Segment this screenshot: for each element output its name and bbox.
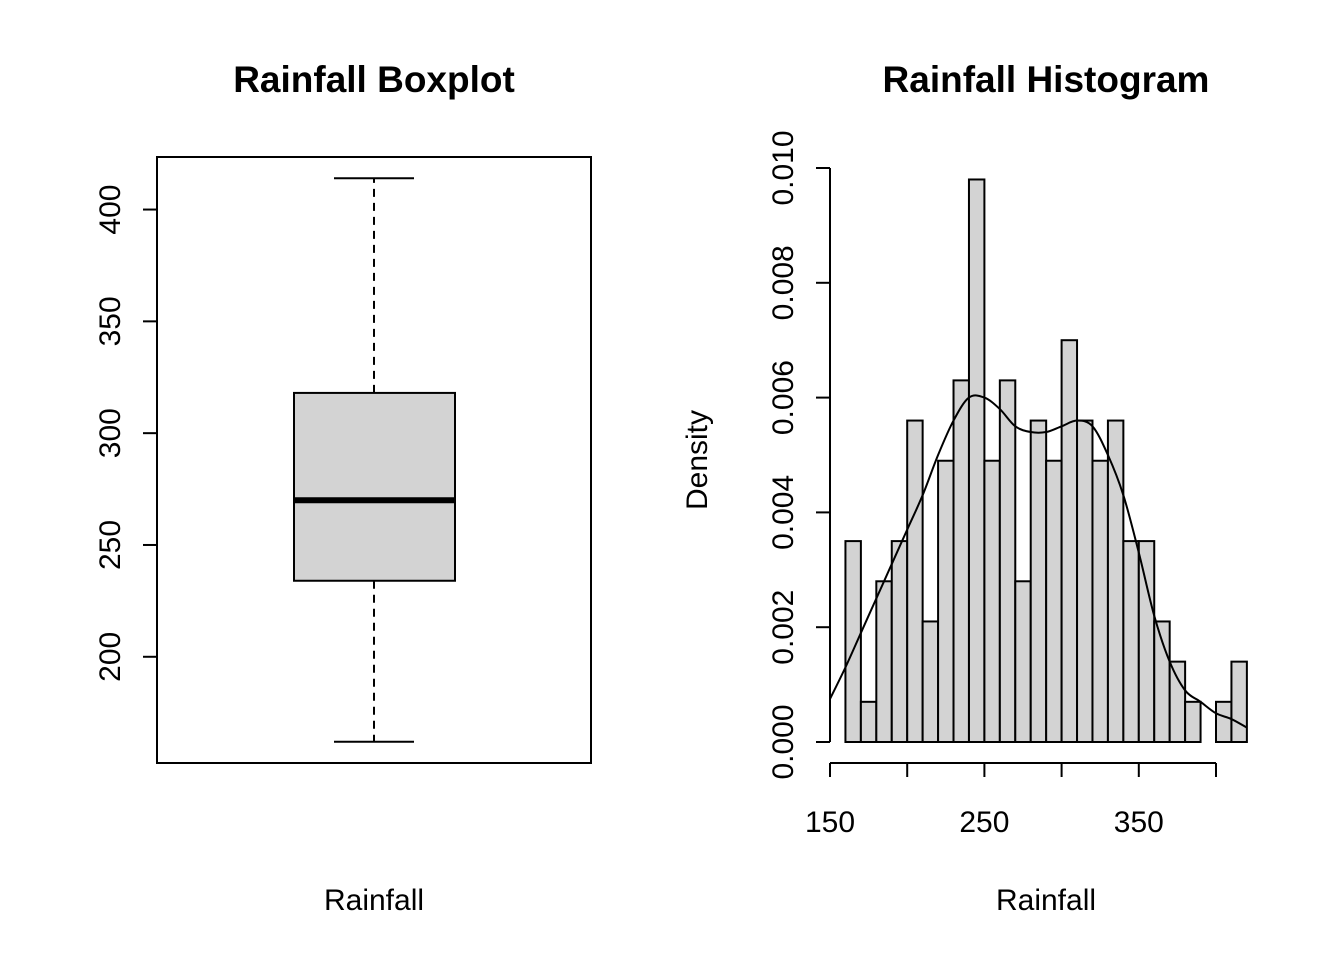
histogram-x-tick-label: 350 (1114, 806, 1164, 839)
boxplot-y-axis: 200 250 300 350 400 (94, 185, 157, 682)
histogram-bar (890, 540, 909, 743)
histogram-y-tick-label: 0.000 (767, 704, 800, 779)
histogram-bar (1168, 660, 1187, 744)
boxplot-y-tick-label: 400 (94, 185, 127, 235)
histogram-bar (937, 459, 955, 743)
histogram-x-tick-label: 250 (959, 806, 1009, 839)
histogram-bar (859, 700, 878, 744)
histogram-bar (1230, 660, 1248, 744)
boxplot-y-tick-label: 300 (94, 408, 127, 458)
histogram-bar (1060, 339, 1079, 743)
boxplot-box (293, 391, 456, 582)
histogram-bar (906, 419, 924, 743)
histogram-y-tick-label: 0.002 (767, 590, 800, 665)
density-curve (829, 394, 1248, 729)
histogram-x-axis: 150 250 350 (805, 762, 1217, 839)
histogram-bar (1215, 700, 1233, 744)
boxplot-y-tick-label: 350 (94, 296, 127, 346)
histogram-bar (1076, 419, 1094, 743)
histogram-bar (1184, 700, 1202, 744)
histogram-y-tick-label: 0.008 (767, 245, 800, 320)
histogram-y-label: Density (681, 410, 714, 510)
boxplot-x-label: Rainfall (324, 884, 424, 917)
histogram-bar (1091, 459, 1109, 743)
histogram-bar (844, 540, 862, 743)
histogram-title: Rainfall Histogram (883, 59, 1210, 100)
boxplot-body (293, 177, 456, 743)
histogram-bars (844, 178, 1248, 744)
histogram-bar (1045, 459, 1063, 743)
histogram-bar (1029, 419, 1048, 743)
histogram-bar (921, 620, 940, 744)
histogram-bar (1122, 540, 1140, 743)
histogram-bar (952, 379, 970, 743)
histogram-bar (1106, 419, 1125, 743)
boxplot-title: Rainfall Boxplot (233, 59, 515, 100)
histogram-panel: Rainfall Histogram 0.0000.0020.0040.0060… (681, 59, 1248, 917)
histogram-y-tick-label: 0.004 (767, 475, 800, 550)
histogram-x-label: Rainfall (996, 884, 1096, 917)
histogram-bar (1137, 540, 1156, 743)
histogram-y-tick-label: 0.006 (767, 360, 800, 435)
histogram-bar (967, 178, 986, 744)
histogram-bar (875, 580, 893, 744)
histogram-x-tick-label: 150 (805, 806, 855, 839)
boxplot-y-tick-label: 200 (94, 632, 127, 682)
boxplot-panel: Rainfall Boxplot 200 250 300 350 400 Rainfal… (94, 59, 592, 917)
histogram-y-axis: 0.000 0.002 0.004 0.006 0.008 0.010 (767, 130, 831, 780)
boxplot-frame (156, 156, 592, 764)
histogram-bar (1014, 580, 1032, 744)
boxplot-y-tick-label: 250 (94, 520, 127, 570)
histogram-y-tick-label: 0.010 (767, 130, 800, 205)
histogram-bar (983, 459, 1001, 743)
histogram-bar (998, 379, 1017, 743)
